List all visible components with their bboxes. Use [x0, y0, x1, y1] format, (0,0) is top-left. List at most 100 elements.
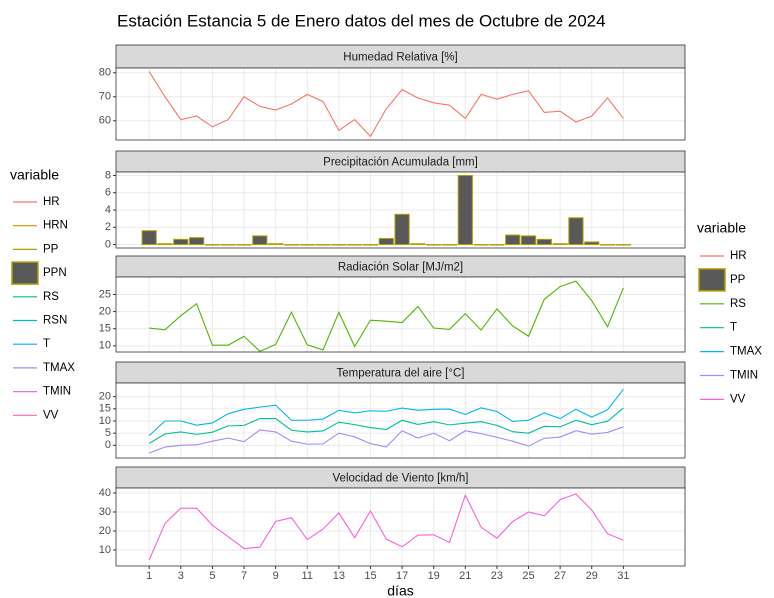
- bar: [378, 238, 394, 246]
- bar: [331, 244, 347, 246]
- panel-border: [115, 67, 686, 141]
- x-tick-label: 5: [209, 570, 215, 582]
- strip-label: Humedad Relativa [%]: [343, 52, 457, 64]
- strip-label: Precipitación Acumulada [mm]: [323, 157, 478, 169]
- legend-label: VV: [730, 393, 746, 405]
- y-tick-label: 6: [105, 187, 111, 199]
- legend-label: TMIN: [730, 370, 758, 382]
- x-axis-title: días: [387, 583, 413, 598]
- y-tick-label: 4: [105, 204, 111, 216]
- panel-border: [115, 382, 686, 459]
- bar: [457, 174, 473, 246]
- y-tick-label: 25: [99, 288, 111, 300]
- legend-label: PP: [43, 243, 59, 255]
- bar: [410, 243, 426, 246]
- y-tick-label: 60: [99, 115, 111, 127]
- y-tick-label: 10: [99, 415, 111, 427]
- y-tick-label: 10: [99, 340, 111, 352]
- y-tick-label: 30: [99, 506, 111, 518]
- panel-border: [115, 487, 686, 567]
- bar: [441, 244, 458, 246]
- y-tick-label: 5: [105, 427, 111, 439]
- legend-label: HR: [43, 196, 60, 208]
- bar: [426, 244, 442, 246]
- bar: [204, 244, 221, 246]
- y-tick-label: 0: [105, 439, 111, 451]
- bar: [552, 243, 568, 246]
- bar: [173, 238, 189, 246]
- panel-border: [115, 171, 686, 249]
- bar: [536, 238, 552, 246]
- chart-title: Estación Estancia 5 de Enero datos del m…: [117, 11, 606, 30]
- strip-label: Velocidad de Viento [km/h]: [333, 473, 469, 485]
- bar: [188, 237, 205, 246]
- x-tick-label: 7: [241, 570, 247, 582]
- series-line: [149, 280, 624, 352]
- y-tick-label: 8: [105, 169, 111, 181]
- x-tick-label: 25: [522, 570, 534, 582]
- legend-label: TMAX: [43, 362, 75, 374]
- legend-title: variable: [10, 167, 59, 183]
- legend-label: PP: [730, 274, 746, 286]
- bar: [489, 244, 505, 246]
- x-tick-label: 9: [273, 570, 279, 582]
- bar: [268, 243, 284, 246]
- bar: [362, 244, 379, 246]
- bar: [315, 244, 331, 246]
- x-tick-label: 27: [554, 570, 566, 582]
- y-tick-label: 80: [99, 67, 111, 79]
- y-tick-label: 15: [99, 403, 111, 415]
- y-tick-label: 40: [99, 487, 111, 499]
- y-tick-label: 2: [105, 221, 111, 233]
- legend-label: RS: [730, 298, 746, 310]
- bar: [347, 244, 363, 246]
- x-tick-label: 11: [302, 570, 313, 582]
- x-tick-label: 15: [364, 570, 376, 582]
- bar: [615, 244, 631, 246]
- x-tick-label: 29: [586, 570, 598, 582]
- legend-label: HRN: [43, 220, 68, 232]
- panel-border: [115, 276, 686, 353]
- bar: [568, 217, 584, 246]
- x-tick-label: 3: [178, 570, 184, 582]
- panel: [116, 488, 685, 566]
- legend-key: [698, 268, 726, 292]
- legend-label: TMAX: [730, 346, 762, 358]
- series-line: [148, 407, 624, 444]
- strip-label: Temperatura del aire [°C]: [337, 368, 465, 380]
- y-tick-label: 10: [99, 544, 111, 556]
- bar: [505, 234, 521, 246]
- strip-label: Radiación Solar [MJ/m2]: [338, 262, 463, 274]
- bar: [584, 241, 600, 246]
- series-line: [148, 426, 624, 454]
- legend-label: VV: [43, 409, 59, 421]
- bar: [473, 244, 489, 246]
- bar: [520, 235, 537, 246]
- panel: [116, 68, 685, 140]
- bar: [283, 244, 300, 246]
- legend-label: T: [730, 322, 737, 334]
- bar: [394, 213, 410, 246]
- y-tick-label: 20: [99, 391, 111, 403]
- bar: [599, 244, 616, 246]
- x-tick-label: 31: [617, 570, 629, 582]
- series-line: [148, 71, 624, 138]
- x-tick-label: 13: [333, 570, 345, 582]
- series-line: [148, 493, 624, 561]
- legend-label: RSN: [43, 315, 67, 327]
- y-tick-label: 20: [99, 525, 111, 537]
- x-tick-label: 21: [459, 570, 471, 582]
- x-tick-label: 19: [428, 570, 440, 582]
- bar: [236, 244, 252, 246]
- legend-key: [11, 261, 39, 285]
- bar: [252, 235, 268, 246]
- x-tick-label: 1: [146, 570, 152, 582]
- legend-label: TMIN: [43, 386, 71, 398]
- y-tick-label: 20: [99, 305, 111, 317]
- series-line: [148, 388, 624, 437]
- x-tick-label: 17: [396, 570, 408, 582]
- bar: [299, 244, 315, 246]
- y-tick-label: 15: [99, 323, 111, 335]
- legend-label: PPN: [43, 267, 67, 279]
